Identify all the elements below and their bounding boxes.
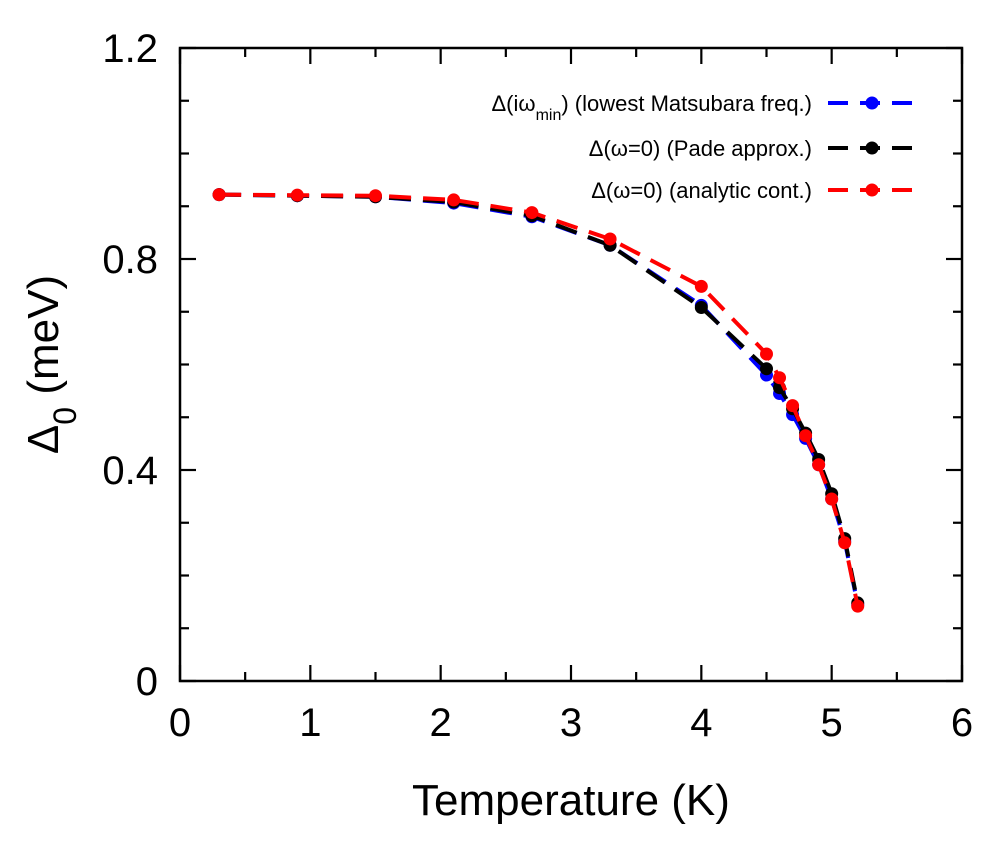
legend-label-main: Δ(ω=0) (Pade approx.): [589, 136, 812, 161]
data-point: [525, 206, 539, 220]
legend-label: Δ(ω=0) (analytic cont.): [591, 178, 812, 203]
series-line: [219, 192, 860, 604]
data-point: [694, 279, 708, 293]
plot-area: 0 1 2 3 4 5 6 0 0.4 0.8 1.2: [102, 27, 973, 745]
y-tick-label: 1.2: [102, 27, 158, 71]
legend-marker: [865, 183, 879, 197]
series-line: [219, 192, 860, 607]
y-axis-title: Δ0 (meV): [19, 275, 83, 454]
data-point: [212, 188, 226, 202]
x-tick-label: 3: [560, 701, 582, 745]
x-tick-label: 1: [299, 701, 321, 745]
y-axis-title-sub: 0: [47, 407, 83, 425]
y-tick-label: 0: [136, 660, 158, 704]
data-point: [786, 399, 800, 413]
y-axis-title-rest: (meV): [19, 275, 68, 407]
data-point: [603, 232, 617, 246]
legend-label: Δ(iωmin) (lowest Matsubara freq.): [491, 91, 812, 124]
data-point: [838, 536, 852, 550]
plot-frame: [178, 46, 964, 683]
data-point: [694, 301, 708, 315]
x-axis-title: Temperature (K): [412, 776, 730, 825]
legend-label: Δ(ω=0) (Pade approx.): [589, 136, 812, 161]
data-point: [799, 429, 813, 443]
series-line: [219, 192, 860, 605]
data-point: [851, 599, 865, 613]
x-tick-label: 0: [169, 701, 191, 745]
legend-label-sub: min: [536, 107, 562, 124]
data-point: [760, 347, 773, 361]
legend-label-rest: ) (lowest Matsubara freq.): [561, 91, 812, 116]
data-point: [447, 193, 461, 207]
legend-label-main: Δ(ω=0) (analytic cont.): [591, 178, 812, 203]
legend-entry-2: Δ(ω=0) (analytic cont.): [591, 178, 920, 203]
y-tick-label: 0.8: [102, 238, 158, 282]
data-point: [825, 492, 839, 506]
y-tick-label: 0.4: [102, 449, 158, 493]
data-point: [290, 188, 304, 202]
x-tick-label: 6: [951, 701, 973, 745]
data-point: [773, 371, 787, 385]
legend-entry-0: Δ(iωmin) (lowest Matsubara freq.): [491, 91, 920, 124]
legend: Δ(iωmin) (lowest Matsubara freq.) Δ(ω=0) …: [491, 91, 920, 203]
y-axis-title-main: Δ: [19, 425, 68, 454]
x-tick-label: 2: [430, 701, 452, 745]
data-point: [369, 189, 382, 203]
data-point: [812, 458, 826, 472]
legend-label-main: Δ(iω: [491, 91, 535, 116]
x-tick-label: 5: [821, 701, 843, 745]
legend-marker: [865, 141, 879, 155]
series-1: [212, 188, 865, 610]
legend-entry-1: Δ(ω=0) (Pade approx.): [589, 136, 920, 161]
series-layer: [212, 188, 865, 613]
data-point: [760, 362, 773, 376]
series-2: [212, 188, 865, 613]
x-tick-label: 4: [690, 701, 712, 745]
legend-marker: [865, 96, 879, 110]
series-0: [212, 188, 865, 612]
